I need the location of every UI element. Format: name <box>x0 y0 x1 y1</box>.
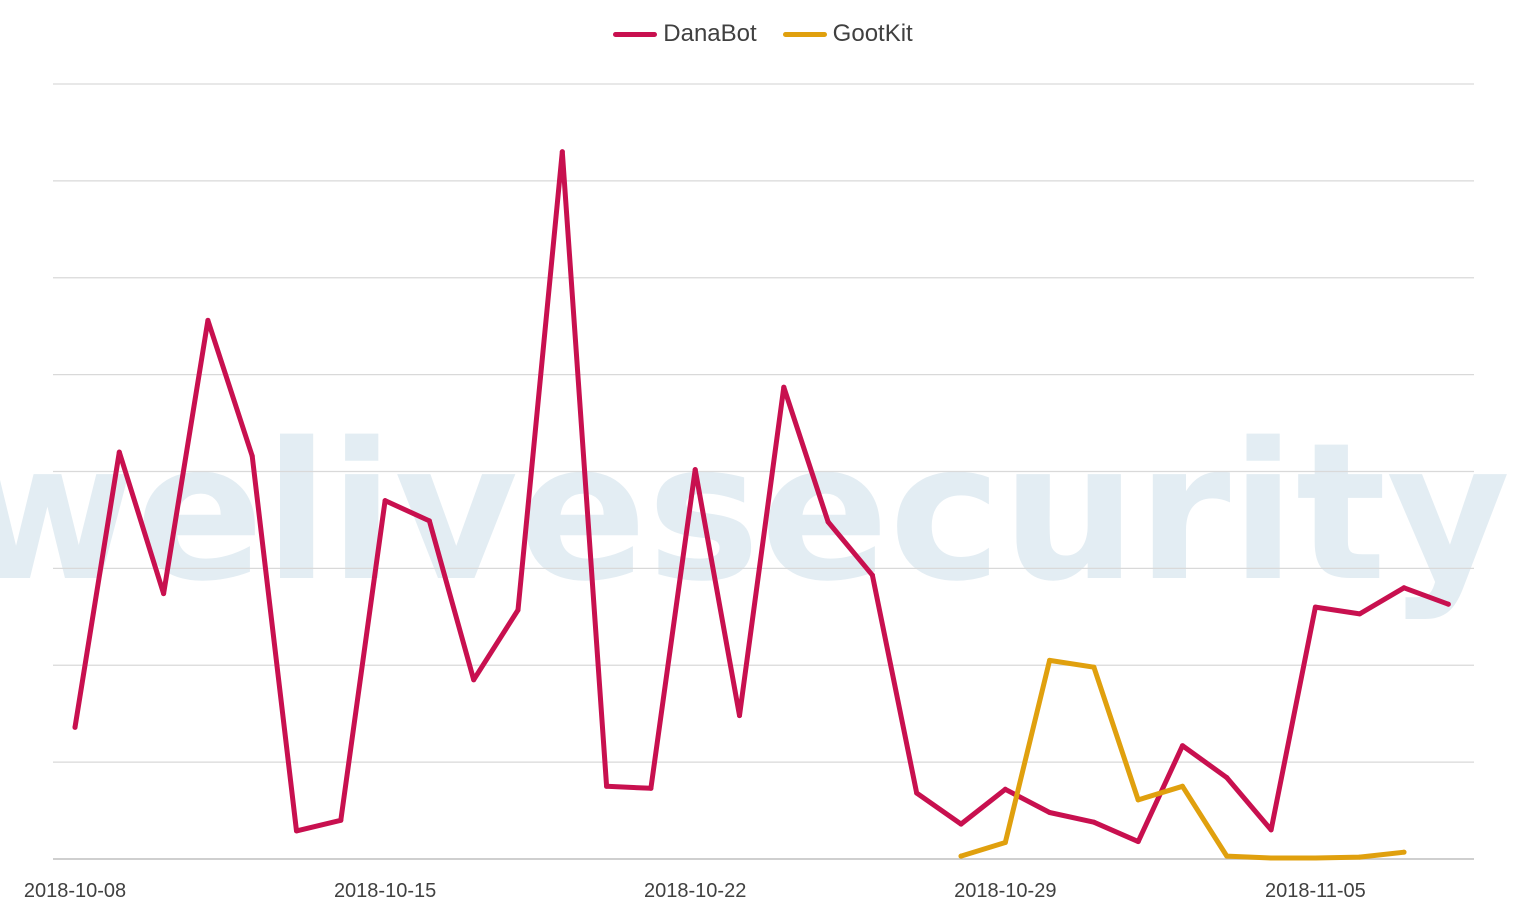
data-point-gootkit <box>1091 664 1097 670</box>
data-point-gootkit <box>1312 855 1318 861</box>
data-point-danabot <box>559 149 565 155</box>
x-tick-label: 2018-10-22 <box>644 880 746 902</box>
x-tick-label: 2018-10-08 <box>24 880 126 902</box>
x-tick-label: 2018-10-29 <box>954 880 1056 902</box>
legend-swatch-danabot <box>613 31 658 37</box>
data-point-danabot <box>1180 743 1185 749</box>
data-point-gootkit <box>1401 849 1407 855</box>
data-point-danabot <box>958 821 964 827</box>
data-point-danabot <box>1135 839 1141 845</box>
data-point-danabot <box>1047 810 1053 815</box>
data-point-danabot <box>294 828 299 834</box>
legend-swatch-gootkit <box>782 31 827 37</box>
data-point-danabot <box>382 498 388 504</box>
data-point-danabot <box>515 607 521 613</box>
data-point-danabot <box>1091 819 1097 825</box>
data-point-danabot <box>161 591 167 597</box>
legend-item-gootkit[interactable]: GootKit <box>782 20 913 48</box>
data-point-danabot <box>1224 775 1230 781</box>
series-lines <box>72 149 1451 861</box>
data-point-danabot <box>72 724 78 730</box>
data-point-gootkit <box>1224 853 1230 859</box>
series-line-gootkit <box>958 657 1407 861</box>
data-point-gootkit <box>1268 855 1274 861</box>
data-point-danabot <box>1268 827 1274 833</box>
data-point-danabot <box>781 384 787 390</box>
data-point-danabot <box>116 449 122 455</box>
legend: DanaBot GootKit <box>0 20 1526 48</box>
data-point-gootkit <box>1002 840 1008 845</box>
legend-label-danabot: DanaBot <box>663 20 757 47</box>
data-point-gootkit <box>1135 797 1141 803</box>
data-point-danabot <box>737 713 742 719</box>
legend-item-danabot[interactable]: DanaBot <box>613 20 757 48</box>
data-point-danabot <box>692 467 698 473</box>
data-point-danabot <box>1002 786 1008 792</box>
data-point-danabot <box>205 317 211 323</box>
data-point-danabot <box>1312 604 1318 610</box>
data-point-danabot <box>426 518 432 524</box>
gridlines <box>53 83 1474 860</box>
data-point-danabot <box>604 783 610 789</box>
data-point-gootkit <box>958 853 964 859</box>
data-point-danabot <box>648 785 654 791</box>
x-tick-label: 2018-10-15 <box>334 880 436 902</box>
data-point-gootkit <box>1047 657 1053 663</box>
series-line-danabot <box>72 149 1451 845</box>
data-point-gootkit <box>1357 854 1363 860</box>
data-point-danabot <box>1401 585 1407 591</box>
x-axis-ticks: 2018-10-08 2018-10-15 2018-10-22 2018-10-29… <box>24 880 1366 902</box>
x-tick-label: 2018-11-05 <box>1265 880 1366 902</box>
data-point-danabot <box>869 572 875 578</box>
legend-label-gootkit: GootKit <box>832 20 913 47</box>
data-point-danabot <box>1357 611 1363 617</box>
data-point-danabot <box>914 790 920 796</box>
data-point-danabot <box>249 453 255 459</box>
data-point-danabot <box>471 677 477 683</box>
data-point-danabot <box>1445 601 1451 607</box>
data-point-danabot <box>825 519 831 525</box>
data-point-gootkit <box>1180 783 1185 789</box>
data-point-danabot <box>338 817 344 823</box>
